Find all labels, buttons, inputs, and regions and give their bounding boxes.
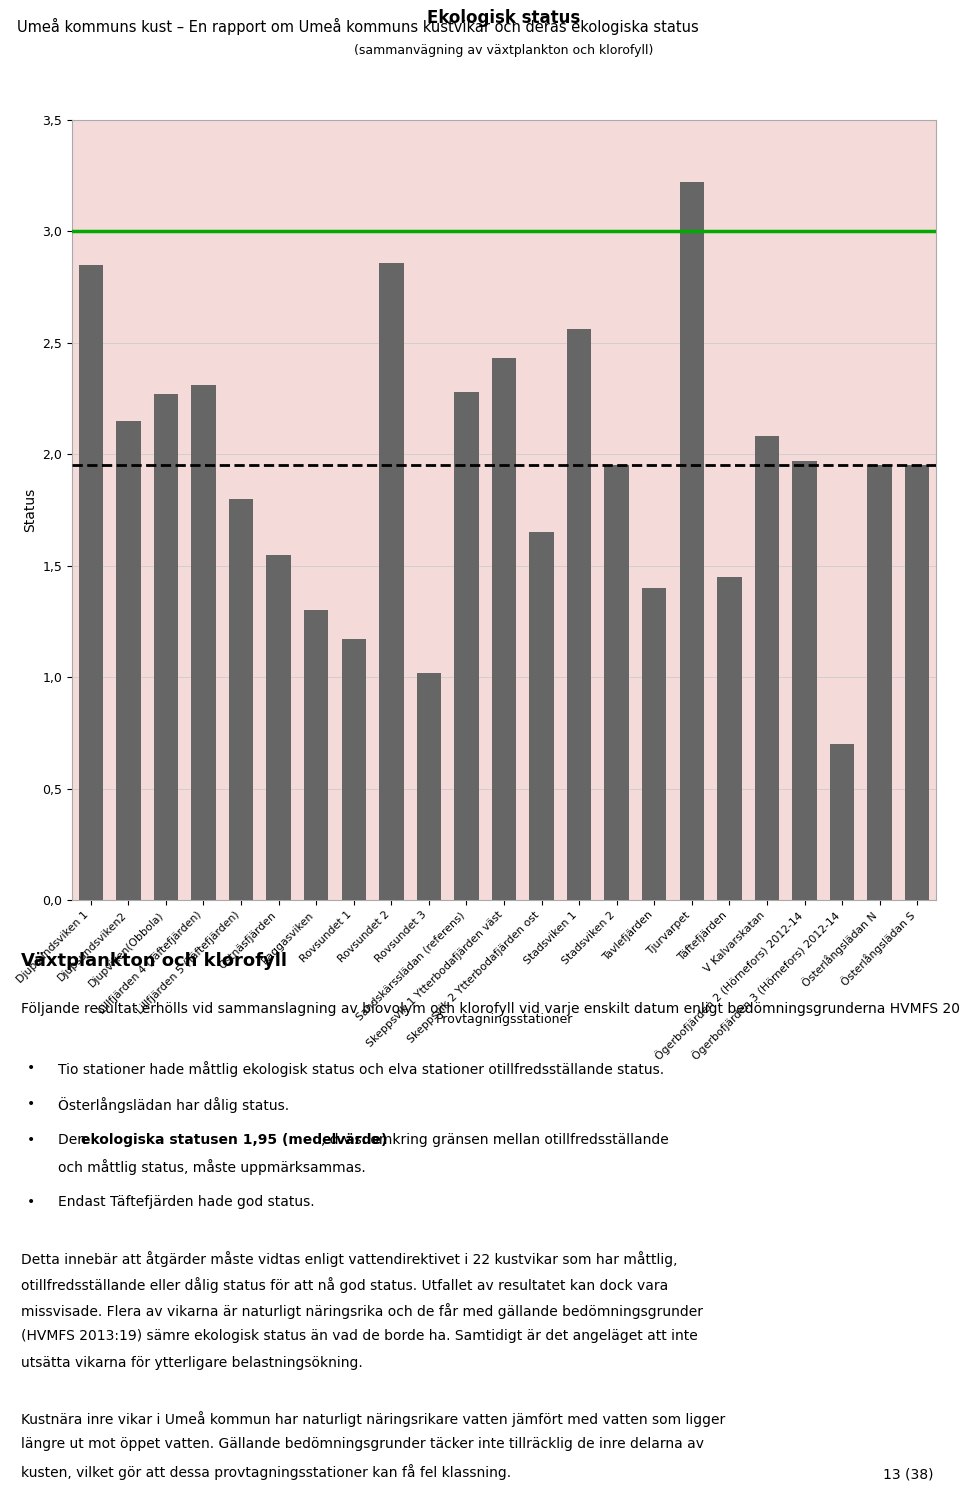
Bar: [379, 262, 403, 900]
Bar: [266, 555, 291, 900]
Bar: [792, 460, 817, 900]
Text: •: •: [27, 1132, 36, 1148]
Y-axis label: Status: Status: [23, 488, 36, 532]
Bar: [717, 578, 741, 900]
Bar: [529, 532, 554, 900]
Text: längre ut mot öppet vatten. Gällande bedömningsgrunder täcker inte tillräcklig d: längre ut mot öppet vatten. Gällande bed…: [21, 1437, 704, 1452]
Bar: [829, 744, 854, 900]
Bar: [191, 386, 216, 900]
Bar: [680, 183, 704, 900]
Text: Endast Täftefjärden hade god status.: Endast Täftefjärden hade god status.: [58, 1196, 314, 1209]
Bar: [567, 330, 591, 900]
Bar: [454, 392, 479, 900]
Text: Ekologisk status: Ekologisk status: [427, 9, 581, 27]
Bar: [605, 465, 629, 900]
Text: •: •: [27, 1060, 36, 1076]
Bar: [868, 465, 892, 900]
Text: (sammanvägning av växtplankton och klorofyll): (sammanvägning av växtplankton och kloro…: [354, 44, 654, 57]
Bar: [154, 394, 179, 900]
Bar: [417, 672, 441, 900]
Bar: [755, 436, 780, 900]
Text: kusten, vilket gör att dessa provtagningsstationer kan få fel klassning.: kusten, vilket gör att dessa provtagning…: [21, 1464, 512, 1479]
Text: Följande resultat erhölls vid sammanslagning av biovolym och klorofyll vid varje: Följande resultat erhölls vid sammanslag…: [21, 1002, 960, 1016]
Text: missvisade. Flera av vikarna är naturligt näringsrika och de får med gällande be: missvisade. Flera av vikarna är naturlig…: [21, 1304, 703, 1318]
Text: otillfredsställande eller dålig status för att nå god status. Utfallet av result: otillfredsställande eller dålig status f…: [21, 1276, 668, 1293]
Text: ekologiska statusen 1,95 (medelvärde): ekologiska statusen 1,95 (medelvärde): [81, 1132, 387, 1148]
Text: Kustnära inre vikar i Umeå kommun har naturligt näringsrikare vatten jämfört med: Kustnära inre vikar i Umeå kommun har na…: [21, 1412, 726, 1426]
Bar: [492, 358, 516, 900]
Text: Den: Den: [58, 1132, 90, 1148]
Text: Österlångslädan har dålig status.: Österlångslädan har dålig status.: [58, 1096, 289, 1113]
Text: och måttlig status, måste uppmärksammas.: och måttlig status, måste uppmärksammas.: [58, 1160, 366, 1174]
Text: •: •: [27, 1196, 36, 1209]
Text: utsätta vikarna för ytterligare belastningsökning.: utsätta vikarna för ytterligare belastni…: [21, 1356, 363, 1370]
Bar: [642, 588, 666, 900]
Text: Detta innebär att åtgärder måste vidtas enligt vattendirektivet i 22 kustvikar s: Detta innebär att åtgärder måste vidtas …: [21, 1251, 678, 1266]
Bar: [79, 266, 103, 900]
Bar: [905, 465, 929, 900]
Text: Umeå kommuns kust – En rapport om Umeå kommuns kustvikar och deras ekologiska st: Umeå kommuns kust – En rapport om Umeå k…: [17, 18, 699, 34]
Bar: [116, 422, 140, 900]
Bar: [342, 639, 366, 900]
Text: •: •: [27, 1096, 36, 1112]
Bar: [228, 500, 253, 900]
Text: 13 (38): 13 (38): [882, 1468, 933, 1482]
Text: (HVMFS 2013:19) sämre ekologisk status än vad de borde ha. Samtidigt är det ange: (HVMFS 2013:19) sämre ekologisk status ä…: [21, 1329, 698, 1344]
Text: Växtplankton och klorofyll: Växtplankton och klorofyll: [21, 952, 287, 970]
Bar: [304, 610, 328, 900]
Text: Provtagningsstationer: Provtagningsstationer: [435, 1013, 573, 1026]
Text: , d.v.s. omkring gränsen mellan otillfredsställande: , d.v.s. omkring gränsen mellan otillfre…: [322, 1132, 669, 1148]
Text: Tio stationer hade måttlig ekologisk status och elva stationer otillfredsställan: Tio stationer hade måttlig ekologisk sta…: [58, 1060, 663, 1077]
